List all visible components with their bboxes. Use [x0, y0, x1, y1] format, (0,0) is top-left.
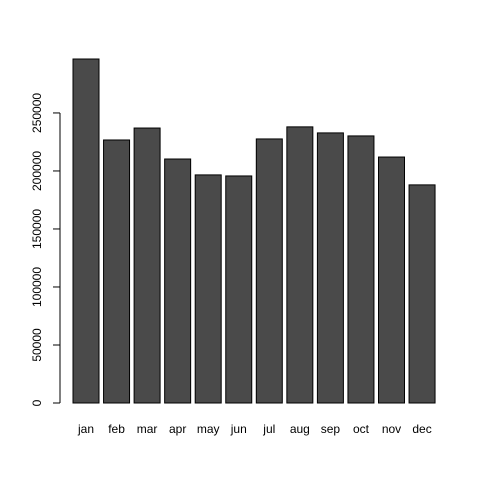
bar — [133, 127, 161, 404]
y-tick-label: 250000 — [30, 93, 44, 133]
y-tick-label: 150000 — [30, 209, 44, 249]
bar — [347, 135, 375, 404]
x-tick-label: jun — [230, 422, 247, 436]
y-tick-label: 200000 — [30, 151, 44, 191]
x-tick-label: jul — [262, 422, 275, 436]
y-tick-label: 0 — [30, 399, 44, 406]
bar — [72, 58, 100, 404]
x-tick-label: jan — [77, 422, 94, 436]
bar — [255, 138, 283, 404]
x-tick-label: dec — [412, 422, 431, 436]
bar — [316, 132, 344, 404]
bar — [164, 158, 192, 404]
y-tick-label: 50000 — [30, 328, 44, 362]
x-tick-label: aug — [290, 422, 310, 436]
x-tick-label: mar — [137, 422, 158, 436]
bar — [194, 174, 222, 404]
x-tick-label: apr — [169, 422, 186, 436]
bar — [286, 126, 314, 404]
x-tick-label: nov — [382, 422, 401, 436]
x-tick-label: may — [197, 422, 220, 436]
bar — [103, 139, 131, 404]
x-tick-label: oct — [353, 422, 370, 436]
y-tick-label: 100000 — [30, 267, 44, 307]
x-tick-label: sep — [321, 422, 341, 436]
bar — [408, 184, 436, 404]
bar — [378, 156, 405, 404]
bar — [225, 175, 253, 404]
x-tick-label: feb — [108, 422, 125, 436]
